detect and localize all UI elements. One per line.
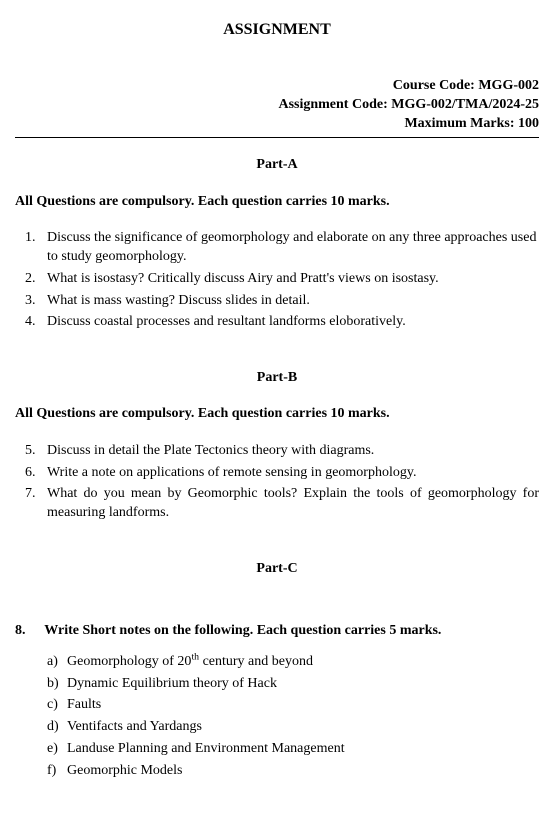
sub-number: b) [47, 675, 67, 694]
question-number: 3. [15, 292, 47, 311]
part-a-heading: Part-A [15, 156, 539, 174]
sub-number: a) [47, 653, 67, 672]
list-item: c) Faults [47, 696, 539, 715]
max-marks: Maximum Marks: 100 [15, 115, 539, 134]
question-number: 1. [15, 229, 47, 267]
header-divider [15, 137, 539, 138]
question-number: 7. [15, 485, 47, 523]
list-item: a) Geomorphology of 20th century and bey… [47, 653, 539, 672]
part-c-heading: Part-C [15, 560, 539, 578]
question-text: Discuss coastal processes and resultant … [47, 313, 539, 332]
part-b-questions: 5. Discuss in detail the Plate Tectonics… [15, 442, 539, 524]
sub-number: c) [47, 696, 67, 715]
list-item: f) Geomorphic Models [47, 762, 539, 781]
question-number: 4. [15, 313, 47, 332]
question-number: 6. [15, 464, 47, 483]
question-8: 8. Write Short notes on the following. E… [15, 622, 539, 640]
sub-text: Geomorphic Models [67, 762, 182, 781]
question-text: Write a note on applications of remote s… [47, 464, 539, 483]
sub-text: Geomorphology of 20th century and beyond [67, 653, 313, 672]
sub-text: Ventifacts and Yardangs [67, 718, 202, 737]
question-text: Discuss in detail the Plate Tectonics th… [47, 442, 539, 461]
sub-text: Landuse Planning and Environment Managem… [67, 740, 345, 759]
list-item: 5. Discuss in detail the Plate Tectonics… [15, 442, 539, 461]
sub-number: e) [47, 740, 67, 759]
question-number: 8. [15, 622, 41, 640]
page-title: ASSIGNMENT [15, 20, 539, 41]
question-text: Discuss the significance of geomorpholog… [47, 229, 539, 267]
question-number: 5. [15, 442, 47, 461]
part-a-instruction: All Questions are compulsory. Each quest… [15, 193, 539, 211]
sub-number: d) [47, 718, 67, 737]
list-item: b) Dynamic Equilibrium theory of Hack [47, 675, 539, 694]
sub-text: Dynamic Equilibrium theory of Hack [67, 675, 277, 694]
sub-number: f) [47, 762, 67, 781]
part-a-questions: 1. Discuss the significance of geomorpho… [15, 229, 539, 332]
list-item: 6. Write a note on applications of remot… [15, 464, 539, 483]
question-number: 2. [15, 270, 47, 289]
part-c-subquestions: a) Geomorphology of 20th century and bey… [47, 653, 539, 781]
question-text: What do you mean by Geomorphic tools? Ex… [47, 485, 539, 523]
assignment-code: Assignment Code: MGG-002/TMA/2024-25 [15, 96, 539, 115]
question-text: What is mass wasting? Discuss slides in … [47, 292, 539, 311]
header-info-block: Course Code: MGG-002 Assignment Code: MG… [15, 77, 539, 134]
list-item: 2. What is isostasy? Critically discuss … [15, 270, 539, 289]
question-text: What is isostasy? Critically discuss Air… [47, 270, 539, 289]
question-text: Write Short notes on the following. Each… [44, 623, 441, 638]
course-code: Course Code: MGG-002 [15, 77, 539, 96]
list-item: d) Ventifacts and Yardangs [47, 718, 539, 737]
list-item: 1. Discuss the significance of geomorpho… [15, 229, 539, 267]
list-item: 4. Discuss coastal processes and resulta… [15, 313, 539, 332]
part-b-instruction: All Questions are compulsory. Each quest… [15, 405, 539, 423]
list-item: 7. What do you mean by Geomorphic tools?… [15, 485, 539, 523]
part-b-heading: Part-B [15, 369, 539, 387]
sub-text: Faults [67, 696, 101, 715]
list-item: e) Landuse Planning and Environment Mana… [47, 740, 539, 759]
list-item: 3. What is mass wasting? Discuss slides … [15, 292, 539, 311]
